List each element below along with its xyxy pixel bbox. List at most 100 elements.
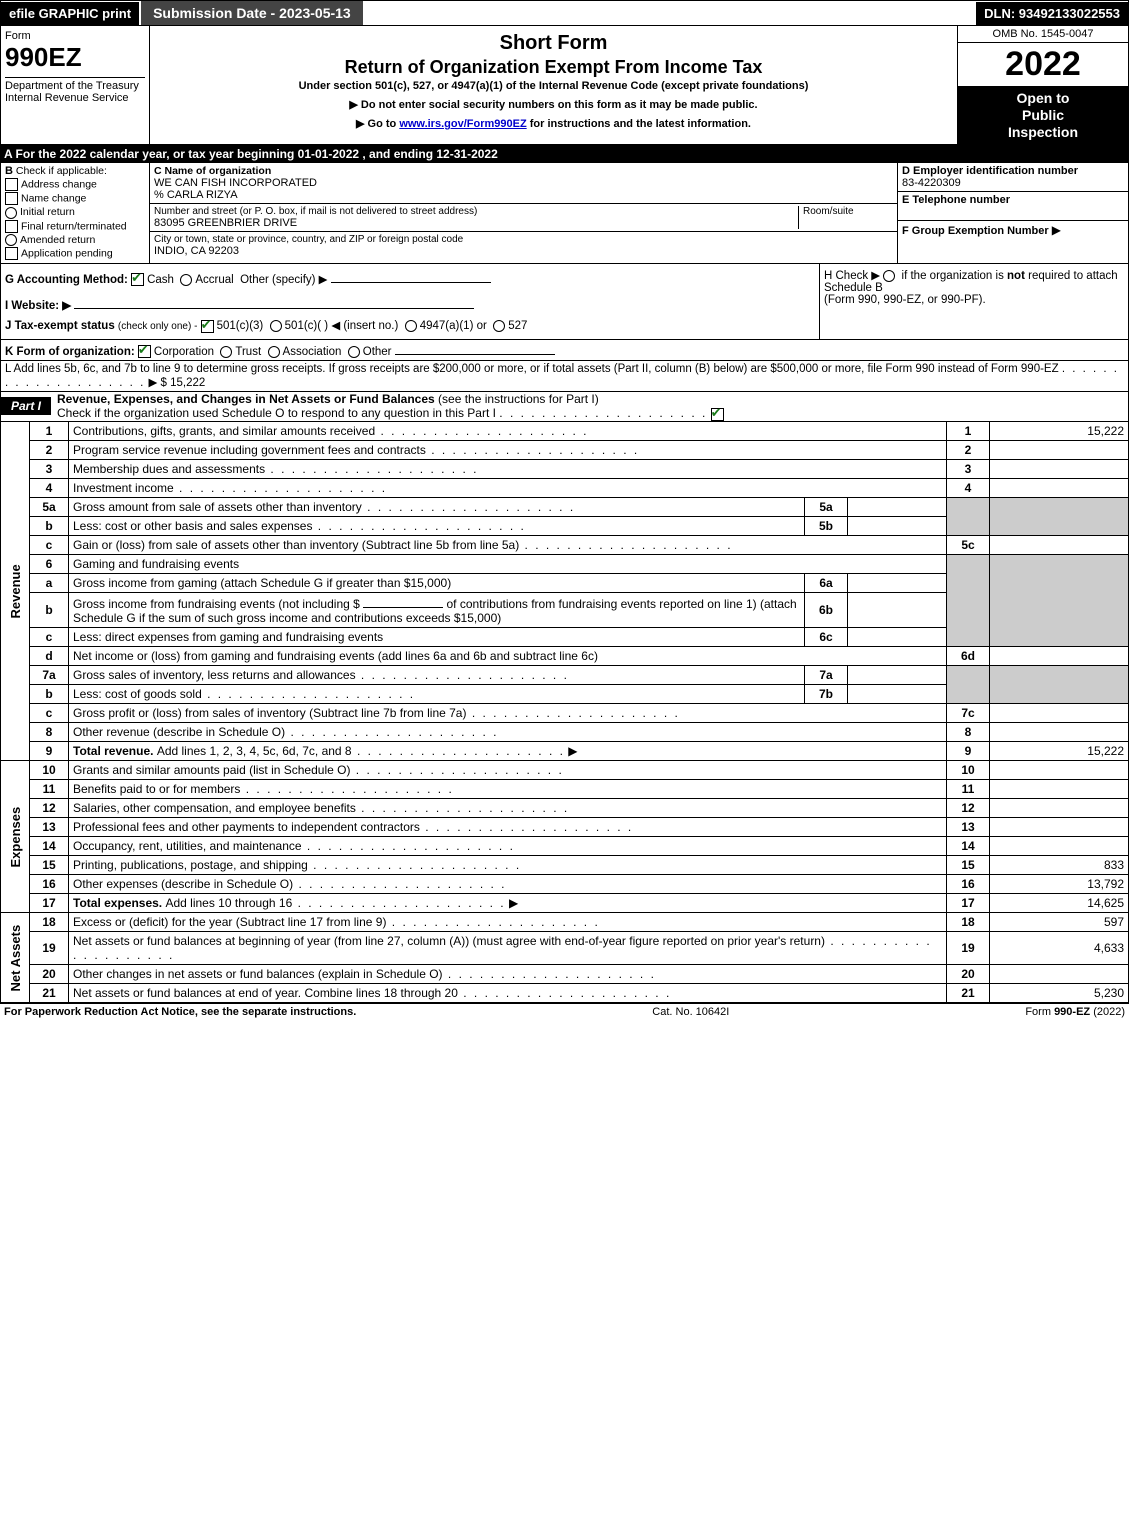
chk-trust[interactable] [220,346,232,358]
page-footer: For Paperwork Reduction Act Notice, see … [0,1003,1129,1020]
col-c-org: C Name of organization WE CAN FISH INCOR… [150,163,898,262]
h-schedule-b: H Check ▶ if the organization is not req… [819,264,1128,339]
city-state-zip: INDIO, CA 92203 [154,245,893,257]
l-amount: 15,222 [170,377,205,389]
amt-20 [990,964,1129,983]
chk-accrual[interactable] [180,274,192,286]
info-block: B Check if applicable: Address change Na… [0,163,1129,263]
amt-4 [990,478,1129,497]
l-row: L Add lines 5b, 6c, and 7b to line 9 to … [0,361,1129,392]
form-title-cell: Short Form Return of Organization Exempt… [150,26,957,144]
amt-15: 833 [990,855,1129,874]
form-ref: Form 990-EZ (2022) [1025,1006,1125,1018]
city-label: City or town, state or province, country… [154,234,893,245]
top-bar: efile GRAPHIC print Submission Date - 20… [0,0,1129,26]
chk-cash[interactable] [131,273,144,286]
ein-value: 83-4220309 [902,177,1124,189]
amt-9: 15,222 [990,741,1129,760]
room-suite-label: Room/suite [798,206,893,229]
chk-501c[interactable] [270,320,282,332]
chk-schedule-b[interactable] [883,270,895,282]
revenue-side-label: Revenue [1,422,30,761]
chk-name-change[interactable]: Name change [5,192,145,205]
irs-link[interactable]: www.irs.gov/Form990EZ [399,118,526,130]
street-address: 83095 GREENBRIER DRIVE [154,217,798,229]
amt-10 [990,761,1129,780]
goto-line: ▶ Go to www.irs.gov/Form990EZ for instru… [154,117,953,130]
chk-application-pending[interactable]: Application pending [5,247,145,260]
chk-501c3[interactable] [201,320,214,333]
chk-4947[interactable] [405,320,417,332]
dln-label: DLN: 93492133022553 [976,2,1128,25]
row-a-period: A For the 2022 calendar year, or tax yea… [0,145,1129,163]
care-of: % CARLA RIZYA [154,189,893,201]
j-label: J Tax-exempt status [5,320,115,332]
col-b-checkboxes: B Check if applicable: Address change Na… [1,163,150,262]
amt-2 [990,440,1129,459]
amt-16: 13,792 [990,874,1129,893]
sub-5a [848,497,947,516]
website-field[interactable] [74,296,474,309]
title-short-form: Short Form [154,32,953,55]
revenue-table: Revenue 1 Contributions, gifts, grants, … [0,422,1129,761]
form-number: 990EZ [5,42,145,73]
open-inspection-box: Open to Public Inspection [958,86,1128,144]
amt-18: 597 [990,913,1129,932]
other-specify-field[interactable] [331,270,491,283]
amt-21: 5,230 [990,983,1129,1002]
dept-line-1: Department of the Treasury [5,80,145,92]
expenses-table: Expenses 10 Grants and similar amounts p… [0,761,1129,913]
submission-date: Submission Date - 2023-05-13 [139,1,363,25]
sub-7a [848,665,947,684]
amt-8 [990,722,1129,741]
chk-amended-return[interactable]: Amended return [5,234,145,246]
sub-6b [848,592,947,627]
expenses-side-label: Expenses [1,761,30,913]
org-name: WE CAN FISH INCORPORATED [154,177,893,189]
amt-17: 14,625 [990,893,1129,912]
amt-19: 4,633 [990,931,1129,964]
sub-6c [848,627,947,646]
form-word: Form [5,30,145,42]
org-name-label: C Name of organization [154,165,893,177]
amt-7c [990,703,1129,722]
amt-13 [990,817,1129,836]
ssn-warning: ▶ Do not enter social security numbers o… [154,98,953,111]
dept-line-2: Internal Revenue Service [5,92,145,104]
tax-year: 2022 [958,43,1128,86]
amt-3 [990,459,1129,478]
amt-1: 15,222 [990,422,1129,441]
chk-association[interactable] [268,346,280,358]
chk-address-change[interactable]: Address change [5,178,145,191]
g-accounting: G Accounting Method: Cash Accrual Other … [1,264,819,339]
sub-5b [848,516,947,535]
netassets-table: Net Assets 18 Excess or (deficit) for th… [0,913,1129,1003]
part-i-label: Part I [1,397,51,415]
chk-527[interactable] [493,320,505,332]
efile-label[interactable]: efile GRAPHIC print [1,2,139,25]
chk-other-org[interactable] [348,346,360,358]
part-i-header: Part I Revenue, Expenses, and Changes in… [0,392,1129,421]
group-exemption-label: F Group Exemption Number [902,225,1049,237]
form-id-cell: Form 990EZ Department of the Treasury In… [1,26,150,144]
subtitle-section: Under section 501(c), 527, or 4947(a)(1)… [154,80,953,92]
amt-12 [990,798,1129,817]
other-org-field[interactable] [395,342,555,355]
amt-6d [990,646,1129,665]
amt-14 [990,836,1129,855]
chk-final-return[interactable]: Final return/terminated [5,220,145,233]
phone-label: E Telephone number [902,194,1124,206]
website-label: I Website: ▶ [5,300,71,312]
amt-5c [990,535,1129,554]
omb-number: OMB No. 1545-0047 [958,26,1128,43]
chk-initial-return[interactable]: Initial return [5,206,145,218]
addr-label: Number and street (or P. O. box, if mail… [154,206,798,217]
chk-corporation[interactable] [138,345,151,358]
sub-6a [848,573,947,592]
amt-11 [990,779,1129,798]
gh-block: G Accounting Method: Cash Accrual Other … [0,264,1129,340]
sub-7b [848,684,947,703]
form-header: Form 990EZ Department of the Treasury In… [0,26,1129,145]
chk-schedule-o[interactable] [711,408,724,421]
fundraising-amount-field[interactable] [363,595,443,608]
